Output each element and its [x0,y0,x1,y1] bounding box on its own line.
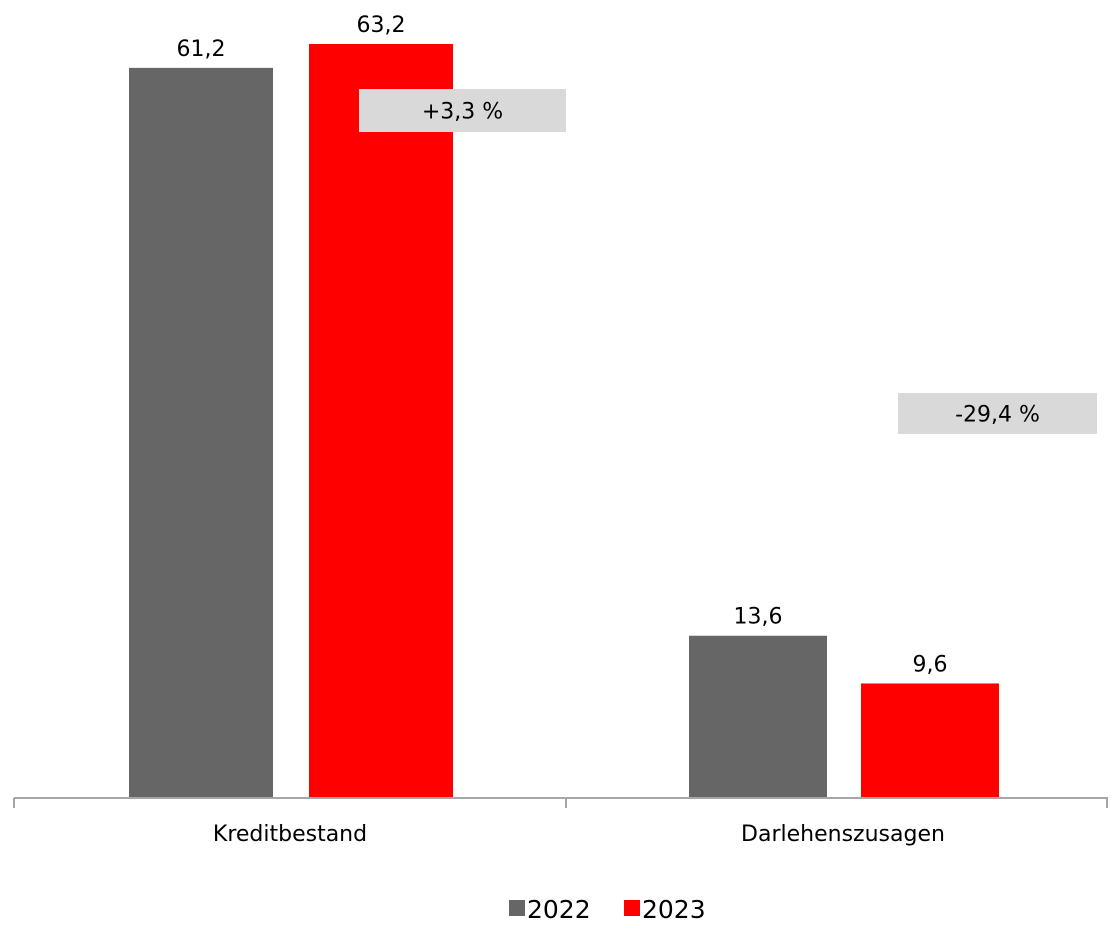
change-box-kreditbestand [359,89,566,132]
change-label-darlehenszusagen: -29,4 % [955,403,1040,428]
change-box-darlehenszusagen [898,393,1097,434]
bar-kreditbestand-2023 [309,44,453,798]
legend-swatch-2023 [624,900,640,916]
legend: 2022 2023 [509,895,706,924]
bar-kreditbestand-2022 [129,67,273,798]
value-label-darlehenszusagen-2022: 13,6 [734,605,783,630]
category-label-kreditbestand: Kreditbestand [213,822,367,847]
bar-darlehenszusagen-2023 [861,683,999,798]
legend-label-2022: 2022 [527,895,591,924]
value-label-kreditbestand-2023: 63,2 [357,13,406,38]
category-label-darlehenszusagen: Darlehenszusagen [741,822,945,847]
change-label-kreditbestand: +3,3 % [422,100,503,125]
value-label-darlehenszusagen-2023: 9,6 [913,652,948,677]
legend-label-2023: 2023 [642,895,706,924]
bars-group [129,44,999,798]
change-labels-group: +3,3 % -29,4 % [359,89,1097,434]
bar-darlehenszusagen-2022 [689,635,827,798]
value-label-kreditbestand-2022: 61,2 [177,37,226,62]
legend-swatch-2022 [509,900,525,916]
value-labels-group: 61,2 63,2 13,6 9,6 [177,13,948,677]
